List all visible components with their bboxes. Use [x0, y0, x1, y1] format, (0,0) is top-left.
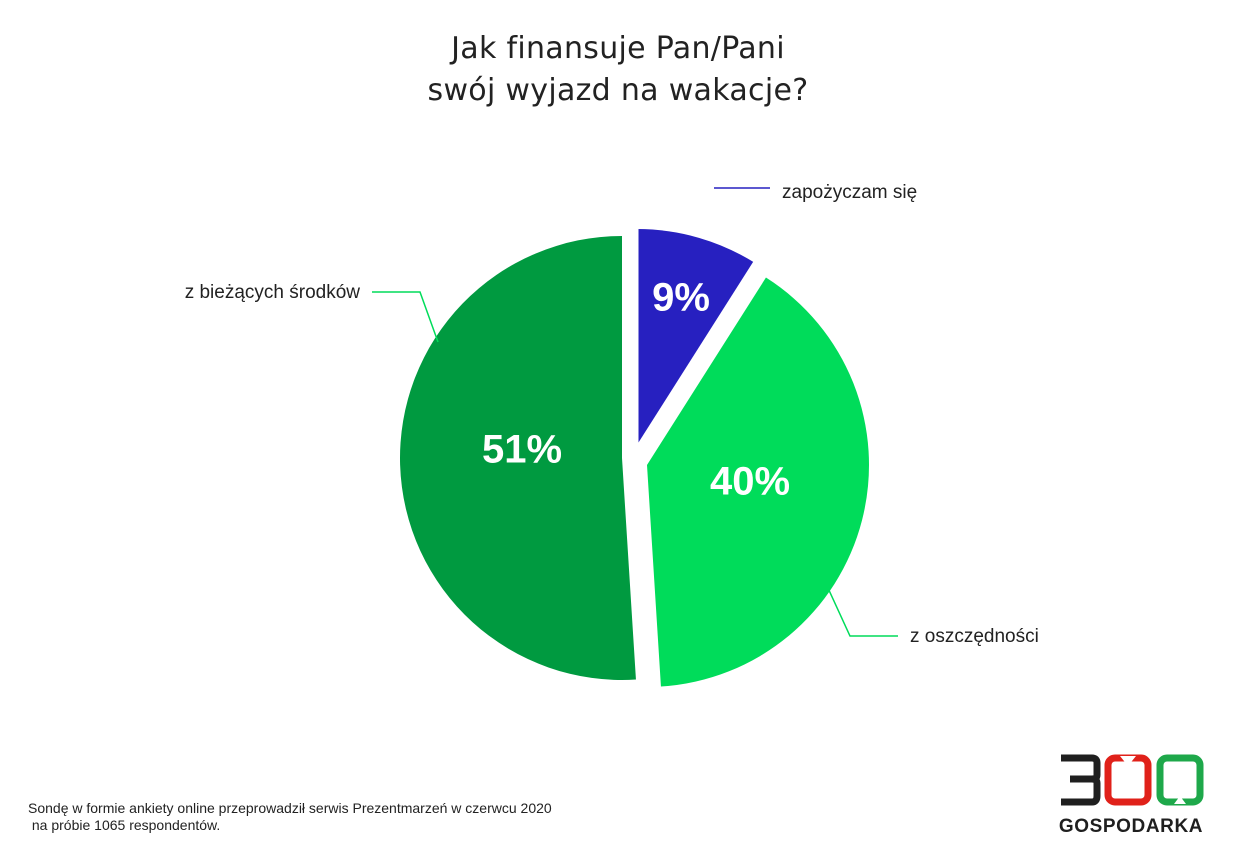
slice-value-label-2: 40%	[710, 460, 790, 504]
slice-category-label-3: z bieżących środków	[185, 282, 361, 303]
chart-title-line-2: swój wyjazd na wakacje?	[427, 73, 809, 108]
footnote-line-2: na próbie 1065 respondentów.	[28, 817, 221, 833]
slice-category-label-2: z oszczędności	[910, 626, 1039, 647]
logo-mark: GOSPODARKA	[1059, 754, 1204, 837]
pie-slice-3	[400, 236, 636, 680]
chart-title-line-1: Jak finansuje Pan/Pani	[451, 31, 785, 66]
logo-wordmark: GOSPODARKA	[1059, 816, 1203, 836]
pie-slice-1	[637, 229, 756, 451]
leader-line-2	[827, 587, 898, 637]
slice-separator-2	[630, 251, 768, 461]
slice-category-label-1: zapożyczam się	[782, 182, 917, 203]
slice-value-label-3: 51%	[482, 428, 562, 472]
slice-separator-3	[629, 457, 654, 700]
logo-green-zero	[1156, 754, 1204, 806]
leader-line-3	[372, 291, 439, 343]
brand-logo: GOSPODARKA	[1056, 752, 1208, 837]
chart-title: Jak finansuje Pan/Pani swój wyjazd na wa…	[0, 28, 1236, 112]
pie-slice-2	[647, 277, 870, 687]
source-footnote: Sondę w formie ankiety online przeprowad…	[28, 800, 552, 834]
footnote-line-1: Sondę w formie ankiety online przeprowad…	[28, 800, 552, 816]
slice-value-label-1: 9%	[652, 276, 710, 320]
